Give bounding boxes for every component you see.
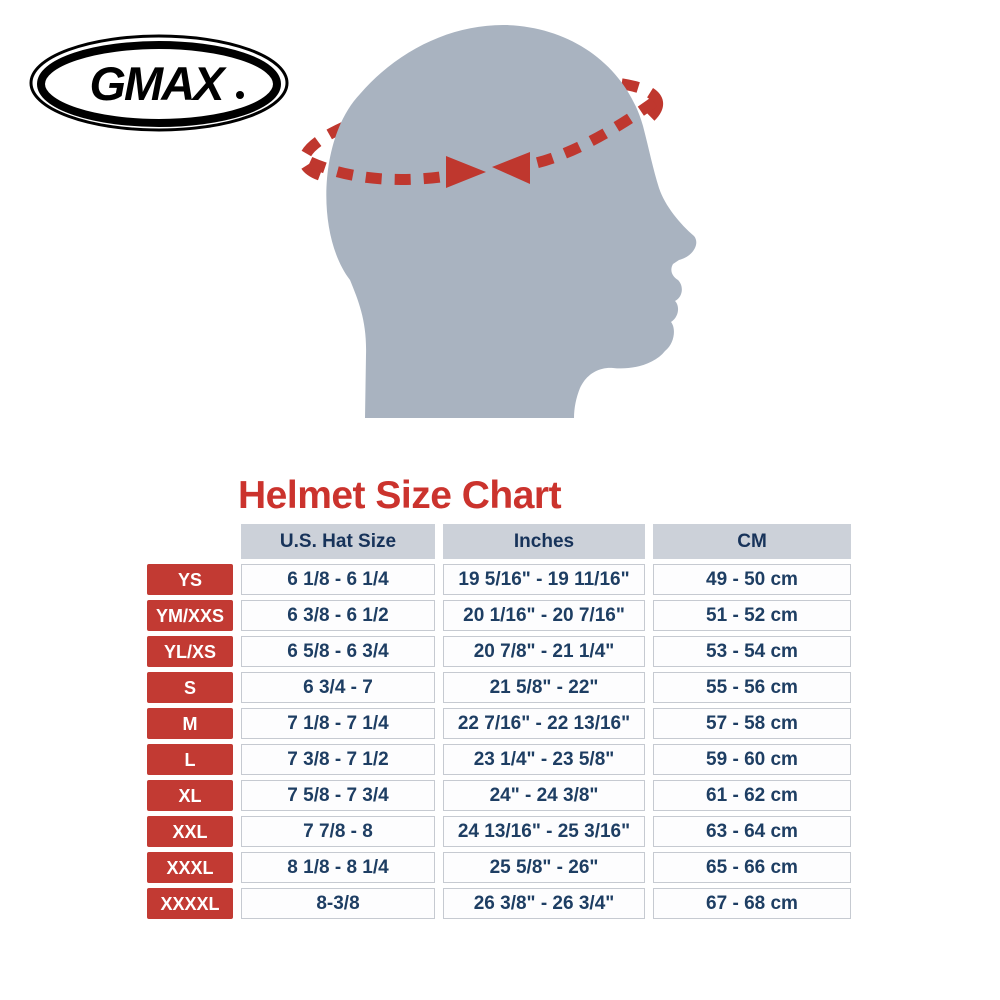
row-label-xxl: XXL [147,816,233,847]
column-header-inches: Inches [443,524,645,559]
inches-cell: 19 5/16" - 19 11/16" [443,564,645,595]
head-measurement-diagram [280,10,720,450]
row-label-m: M [147,708,233,739]
gmax-logo: GMAX [28,33,290,135]
gmax-logo-oval-icon: GMAX [29,34,289,132]
arrow-left-icon [492,152,530,184]
inches-cell: 23 1/4" - 23 5/8" [443,744,645,775]
head-silhouette-icon [326,24,697,418]
cm-cell: 59 - 60 cm [653,744,851,775]
hat-size-cell: 8-3/8 [241,888,435,919]
inches-cell: 26 3/8" - 26 3/4" [443,888,645,919]
row-label-ys: YS [147,564,233,595]
row-label-ym-xxs: YM/XXS [147,600,233,631]
column-header-cm: CM [653,524,851,559]
arrow-right-icon [446,156,486,188]
measuring-band-front-left-icon [307,156,449,185]
row-label-s: S [147,672,233,703]
inches-cell: 24 13/16" - 25 3/16" [443,816,645,847]
row-label-xl: XL [147,780,233,811]
hat-size-cell: 8 1/8 - 8 1/4 [241,852,435,883]
hat-size-cell: 7 7/8 - 8 [241,816,435,847]
row-label-xxxl: XXXL [147,852,233,883]
row-label-yl-xs: YL/XS [147,636,233,667]
inches-cell: 22 7/16" - 22 13/16" [443,708,645,739]
hat-size-cell: 7 1/8 - 7 1/4 [241,708,435,739]
cm-cell: 65 - 66 cm [653,852,851,883]
hat-size-cell: 6 5/8 - 6 3/4 [241,636,435,667]
page-title: Helmet Size Chart [238,474,562,517]
hat-size-cell: 6 1/8 - 6 1/4 [241,564,435,595]
column-header-hat-size: U.S. Hat Size [241,524,435,559]
cm-cell: 61 - 62 cm [653,780,851,811]
cm-cell: 53 - 54 cm [653,636,851,667]
hat-size-cell: 7 5/8 - 7 3/4 [241,780,435,811]
cm-cell: 57 - 58 cm [653,708,851,739]
gmax-logo-text: GMAX [90,57,228,110]
row-label-l: L [147,744,233,775]
inches-cell: 21 5/8" - 22" [443,672,645,703]
cm-cell: 51 - 52 cm [653,600,851,631]
inches-cell: 25 5/8" - 26" [443,852,645,883]
hat-size-cell: 6 3/8 - 6 1/2 [241,600,435,631]
cm-cell: 55 - 56 cm [653,672,851,703]
hat-size-cell: 7 3/8 - 7 1/2 [241,744,435,775]
inches-cell: 20 7/8" - 21 1/4" [443,636,645,667]
measuring-band-front-right-icon [530,97,658,170]
inches-cell: 24" - 24 3/8" [443,780,645,811]
cm-cell: 63 - 64 cm [653,816,851,847]
registered-dot-icon [236,91,244,99]
cm-cell: 49 - 50 cm [653,564,851,595]
cm-cell: 67 - 68 cm [653,888,851,919]
header-empty-cell [147,524,233,559]
hat-size-cell: 6 3/4 - 7 [241,672,435,703]
size-chart-table: U.S. Hat Size Inches CM YS 6 1/8 - 6 1/4… [147,524,851,955]
row-label-xxxxl: XXXXL [147,888,233,919]
inches-cell: 20 1/16" - 20 7/16" [443,600,645,631]
